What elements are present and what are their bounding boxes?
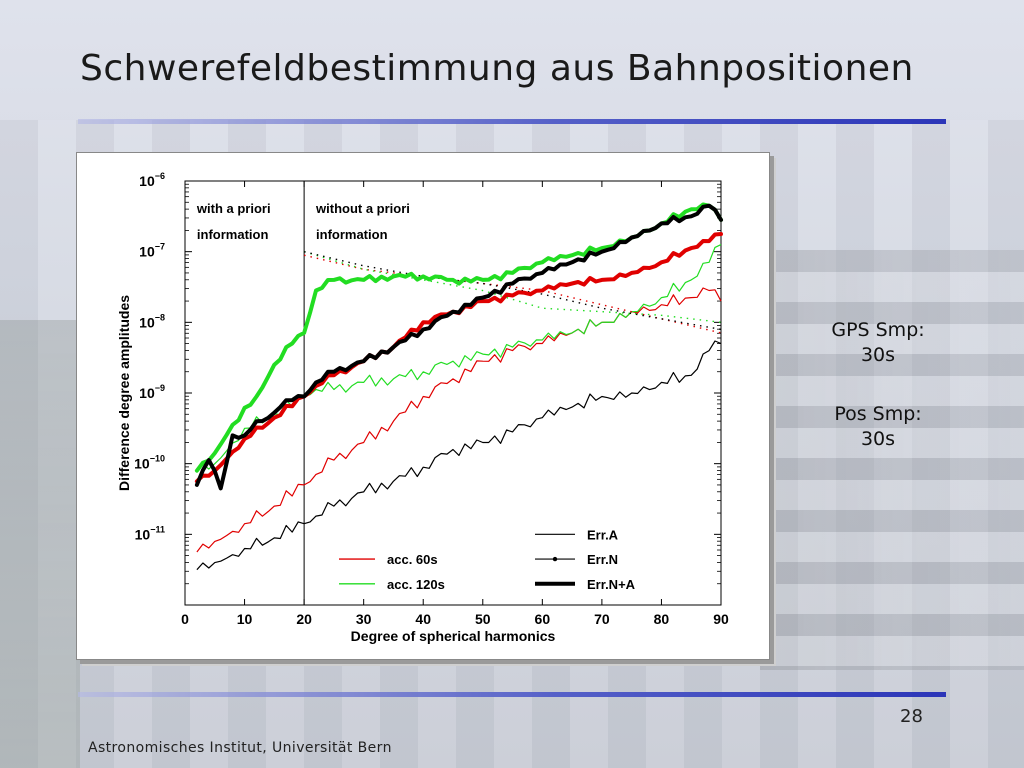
legend-color-label-1: acc. 120s bbox=[387, 577, 445, 592]
y-tick-label-0: 10−6 bbox=[139, 171, 165, 189]
page-number: 28 bbox=[900, 706, 923, 727]
gps-sampling-note: GPS Smp: 30s bbox=[808, 318, 948, 368]
pos-sampling-note: Pos Smp: 30s bbox=[808, 402, 948, 452]
gps-sampling-value: 30s bbox=[860, 344, 896, 366]
chart-text-group: 0 10 20 30 40 50 60 70 80 90 10−6 10−7 10−8 10−9 10−10… bbox=[116, 171, 729, 644]
footer-institution: Astronomisches Institut, Universität Ber… bbox=[88, 740, 392, 756]
series-green-thin-1 bbox=[196, 244, 722, 472]
y-tick-label-5: 10−11 bbox=[135, 524, 165, 542]
y-tick-label-3: 10−9 bbox=[139, 383, 165, 401]
x-tick-label-2: 20 bbox=[296, 611, 312, 627]
chart-svg: 0 10 20 30 40 50 60 70 80 90 10−6 10−7 10−8 10−9 10−10… bbox=[116, 171, 729, 644]
title-divider bbox=[78, 119, 946, 124]
x-tick-label-9: 90 bbox=[713, 611, 729, 627]
y-tick-label-4: 10−10 bbox=[134, 454, 165, 472]
x-tick-label-4: 40 bbox=[415, 611, 431, 627]
region-label-line1-0: with a priori bbox=[196, 201, 271, 216]
x-tick-label-3: 30 bbox=[356, 611, 372, 627]
x-tick-label-1: 10 bbox=[237, 611, 253, 627]
y-axis-label: Difference degree amplitudes bbox=[116, 295, 132, 491]
series-green-thick-6 bbox=[194, 202, 723, 473]
legend-color-label-0: acc. 60s bbox=[387, 552, 438, 567]
x-tick-label-0: 0 bbox=[181, 611, 189, 627]
x-tick-label-7: 70 bbox=[594, 611, 610, 627]
x-axis-label: Degree of spherical harmonics bbox=[351, 628, 556, 644]
legend-style-marker-1 bbox=[552, 556, 558, 562]
slide-title: Schwerefeldbestimmung aus Bahnpositionen bbox=[80, 48, 914, 89]
x-tick-label-8: 80 bbox=[654, 611, 670, 627]
legend-style-label-2: Err.N+A bbox=[587, 577, 636, 592]
series-red-thin-0 bbox=[196, 287, 722, 553]
y-tick-label-1: 10−7 bbox=[139, 242, 165, 260]
series-black-thick-8 bbox=[194, 203, 723, 491]
series-group bbox=[194, 202, 723, 571]
x-tick-label-6: 60 bbox=[535, 611, 551, 627]
y-tick-label-2: 10−8 bbox=[139, 312, 165, 330]
x-tick-label-5: 50 bbox=[475, 611, 491, 627]
series-red-thick-5 bbox=[194, 232, 723, 484]
region-label-line2-1: information bbox=[316, 227, 388, 242]
pos-sampling-label: Pos Smp: bbox=[834, 403, 922, 425]
region-label-line2-0: information bbox=[197, 227, 269, 242]
footer-divider bbox=[78, 692, 946, 697]
region-label-line1-1: without a priori bbox=[315, 201, 410, 216]
pos-sampling-value: 30s bbox=[860, 428, 896, 450]
legend-style-label-0: Err.A bbox=[587, 527, 619, 542]
chart-figure: 0 10 20 30 40 50 60 70 80 90 10−6 10−7 10−8 10−9 10−10… bbox=[76, 152, 770, 660]
plot-frame-group bbox=[184, 180, 722, 606]
gps-sampling-label: GPS Smp: bbox=[831, 319, 925, 341]
series-black-thin-7 bbox=[196, 340, 722, 571]
legend-style-label-1: Err.N bbox=[587, 552, 618, 567]
plot-frame bbox=[184, 180, 722, 606]
series-green-dotted-3 bbox=[303, 251, 722, 323]
